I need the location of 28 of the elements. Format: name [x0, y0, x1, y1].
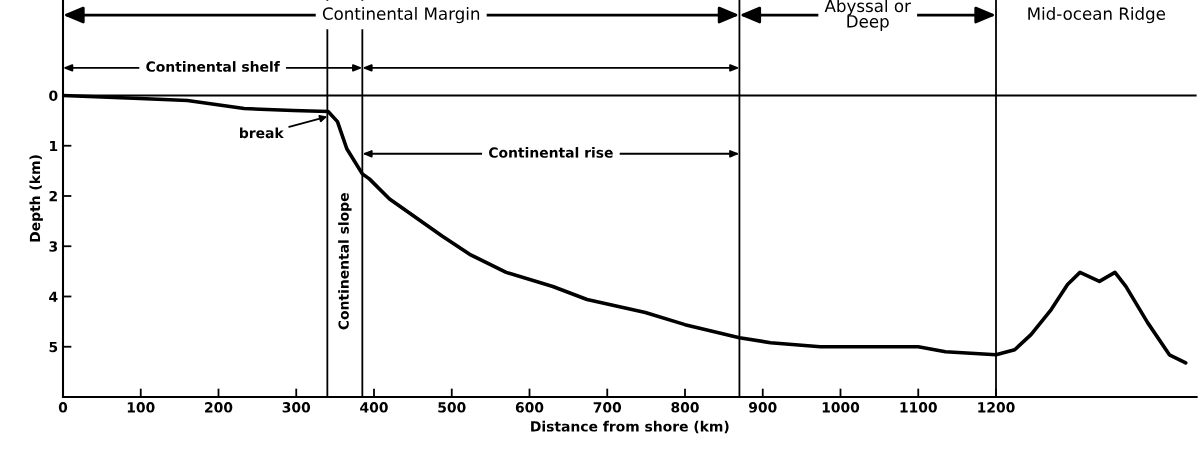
annotation: Abyssal or Deep	[824, 0, 911, 31]
x-tick-label: 0	[58, 402, 68, 413]
y-tick-label: 0	[49, 90, 58, 101]
x-tick-label: 900	[748, 402, 777, 413]
y-tick-label: 2	[49, 190, 57, 202]
x-tick-label: 100	[127, 402, 155, 413]
annotation: Continental rise	[489, 147, 613, 158]
y-tick-label: 4	[49, 291, 58, 302]
x-tick-label: 700	[593, 402, 622, 413]
y-tick-label: 3	[49, 241, 58, 252]
annotation: Continental shelf	[146, 61, 280, 72]
y-tick-label: 1	[50, 140, 58, 152]
annotation: Continental slope	[338, 193, 352, 330]
x-tick-label: 500	[438, 402, 466, 413]
x-tick-label: 1200	[978, 402, 1015, 413]
y-axis-title: Depth (km)	[29, 155, 43, 242]
x-tick-label: 800	[671, 402, 699, 413]
x-tick-label: 1100	[900, 402, 937, 413]
x-tick-label: 600	[515, 402, 544, 413]
x-tick-label: 200	[205, 402, 233, 413]
y-tick-label: 5	[49, 341, 58, 353]
x-tick-label: 300	[282, 402, 311, 413]
annotation: Mid-ocean Ridge	[1028, 7, 1166, 24]
x-tick-label: 400	[360, 402, 388, 413]
x-tick-label: 1000	[822, 402, 860, 413]
annotation: break	[240, 127, 284, 139]
x-axis-title: Distance from shore (km)	[531, 420, 729, 434]
annotation: Continental Margin	[322, 7, 480, 24]
